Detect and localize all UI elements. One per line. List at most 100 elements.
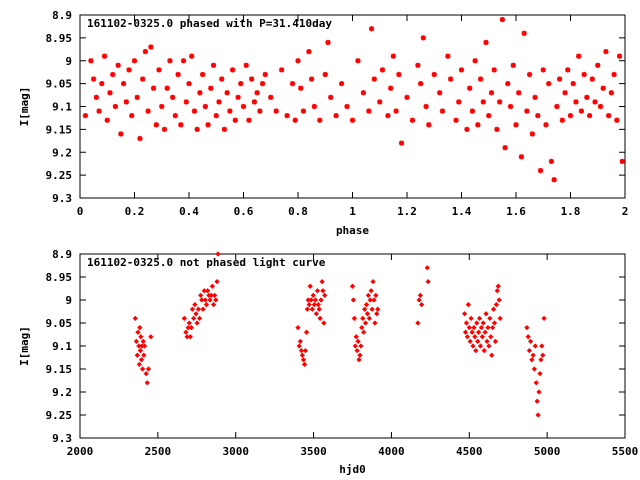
data-point <box>161 126 168 132</box>
data-point <box>230 67 236 73</box>
data-point <box>595 62 601 68</box>
data-point <box>468 315 474 322</box>
data-point <box>141 343 148 349</box>
data-point <box>313 311 319 317</box>
data-point <box>497 99 503 105</box>
data-point <box>554 103 560 110</box>
data-point <box>201 288 207 294</box>
data-point <box>123 99 129 105</box>
x-tick-label: 5000 <box>534 445 561 458</box>
data-point <box>543 122 549 128</box>
data-point <box>469 329 475 335</box>
data-point <box>189 306 196 312</box>
data-point <box>474 320 480 326</box>
data-point <box>308 297 314 303</box>
data-point <box>167 58 173 64</box>
data-point <box>349 117 356 123</box>
data-point <box>132 315 138 322</box>
data-point <box>502 145 508 151</box>
data-point <box>373 292 379 299</box>
data-point <box>134 352 140 358</box>
y-tick-label: 9.15 <box>46 363 73 376</box>
data-point <box>115 62 121 68</box>
data-point <box>530 352 536 358</box>
data-point <box>487 315 493 322</box>
data-point <box>368 288 374 294</box>
data-point <box>88 58 94 64</box>
data-point <box>510 62 516 68</box>
data-point <box>135 329 141 335</box>
data-point <box>187 334 193 340</box>
data-point <box>534 398 540 404</box>
x-tick-label: 0.2 <box>125 205 145 218</box>
y-tick-label: 8.9 <box>52 248 72 261</box>
data-point <box>492 338 499 345</box>
data-point <box>477 343 484 349</box>
y-tick-label: 9.1 <box>52 340 72 353</box>
data-point <box>197 90 203 96</box>
data-point <box>110 71 116 78</box>
x-tick-label: 1.6 <box>506 205 526 218</box>
data-point <box>302 347 309 354</box>
data-point <box>524 324 530 331</box>
x-tick-label: 0.6 <box>234 205 254 218</box>
data-point <box>140 76 146 82</box>
x-tick-label: 1.2 <box>397 205 417 218</box>
data-point <box>142 49 148 55</box>
x-tick-label: 3000 <box>222 445 249 458</box>
data-point <box>368 26 375 32</box>
y-tick-label: 9.15 <box>46 123 73 136</box>
data-point <box>524 108 530 114</box>
data-point <box>91 76 97 82</box>
data-point <box>212 292 218 299</box>
data-point <box>565 67 571 73</box>
data-point <box>333 113 339 119</box>
data-point <box>494 126 500 132</box>
data-point <box>118 131 124 137</box>
data-point <box>453 117 459 123</box>
data-point <box>251 99 257 105</box>
y-axis-title: I[mag] <box>18 326 31 366</box>
data-point <box>138 357 145 363</box>
data-point <box>600 85 606 91</box>
data-point <box>538 357 544 363</box>
data-point <box>589 76 595 82</box>
data-point <box>353 334 359 340</box>
data-point <box>480 99 486 105</box>
data-point <box>159 103 165 110</box>
data-point <box>126 67 132 73</box>
data-point <box>466 324 472 331</box>
data-point <box>424 265 430 271</box>
data-point <box>584 94 590 100</box>
data-point <box>415 62 421 68</box>
data-point <box>319 278 325 285</box>
data-point <box>456 99 462 105</box>
data-series <box>132 251 547 418</box>
data-point <box>483 39 489 46</box>
data-point <box>209 283 215 289</box>
data-point <box>371 297 377 303</box>
data-point <box>495 283 501 289</box>
x-tick-label: 2000 <box>67 445 94 458</box>
data-point <box>603 49 609 55</box>
data-point <box>426 122 432 128</box>
data-point <box>521 30 527 36</box>
data-point <box>214 278 220 285</box>
data-point <box>279 67 285 73</box>
data-point <box>614 117 620 123</box>
data-point <box>191 108 198 114</box>
data-point <box>419 301 425 308</box>
data-point <box>192 301 198 308</box>
data-point <box>300 357 307 363</box>
data-point <box>540 67 546 73</box>
data-point <box>467 338 473 345</box>
y-tick-label: 9.1 <box>52 101 72 114</box>
data-point <box>273 108 279 114</box>
data-point <box>475 338 481 345</box>
data-point <box>497 315 503 322</box>
data-point <box>490 306 497 312</box>
data-point <box>164 85 170 91</box>
data-point <box>535 113 541 119</box>
data-point <box>301 361 308 368</box>
data-point <box>321 320 327 326</box>
